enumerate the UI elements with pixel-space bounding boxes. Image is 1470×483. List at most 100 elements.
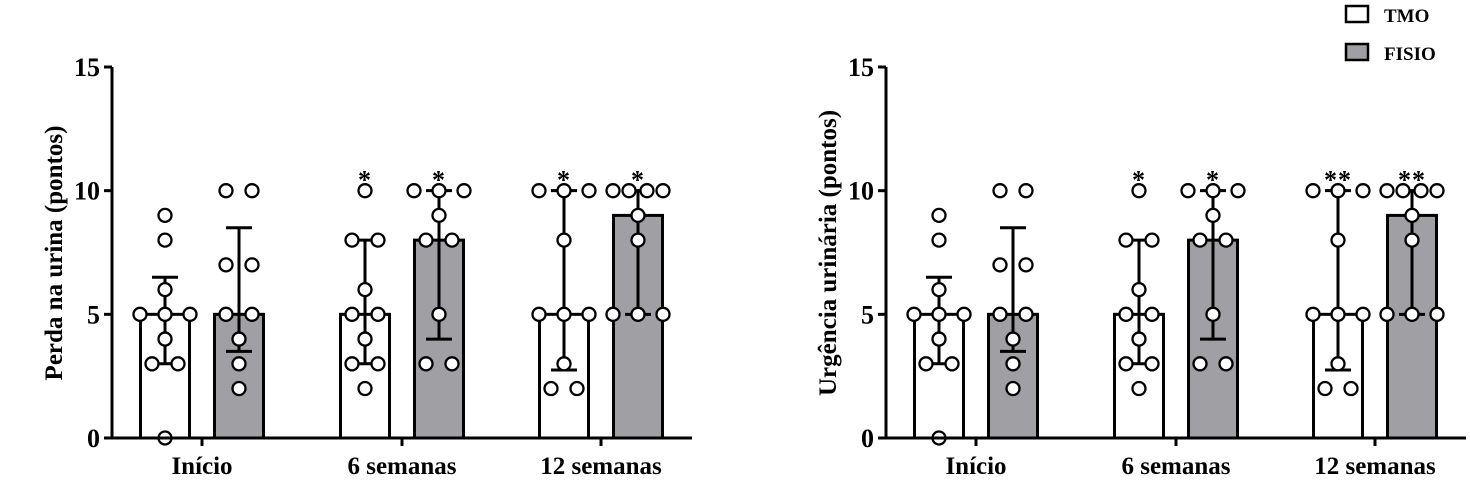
data-point [1317, 380, 1333, 397]
data-point [531, 306, 547, 322]
x-tick-label: 6 semanas [1121, 453, 1230, 480]
data-point [1330, 356, 1346, 372]
data-point [157, 306, 173, 322]
legend: TMO FISIO [1344, 4, 1436, 65]
data-point [1144, 306, 1160, 322]
data-point [1404, 306, 1420, 322]
data-point [244, 183, 260, 199]
y-tick-label: 15 [74, 53, 100, 82]
data-point [992, 183, 1008, 199]
data-point [1144, 356, 1160, 372]
data-point [1005, 356, 1021, 372]
data-point [655, 306, 671, 322]
data-point [1018, 183, 1034, 199]
data-point [1131, 183, 1147, 199]
data-point [370, 306, 386, 322]
data-point [556, 232, 572, 248]
data-point [182, 306, 198, 322]
data-point [906, 306, 922, 322]
data-point [418, 232, 434, 248]
data-point [1330, 306, 1346, 322]
data-point [170, 356, 186, 372]
x-tick-label: Início [171, 453, 232, 480]
data-point [218, 257, 234, 273]
data-point [1131, 281, 1147, 298]
data-point [1192, 356, 1208, 372]
data-point [1180, 183, 1196, 199]
data-point [1404, 207, 1420, 224]
data-point [1131, 380, 1147, 397]
data-point [157, 281, 173, 298]
y-tick-label: 5 [861, 300, 874, 329]
data-point [456, 183, 472, 199]
data-point [344, 232, 360, 248]
data-point [344, 306, 360, 322]
data-point [556, 183, 572, 199]
data-point [1379, 306, 1395, 322]
data-point [244, 257, 260, 273]
significance-marker: * [358, 166, 372, 195]
data-point [1018, 257, 1034, 273]
data-point [992, 306, 1008, 322]
data-point [444, 356, 460, 372]
data-point [357, 183, 373, 199]
data-point [418, 356, 434, 372]
data-point [1395, 183, 1411, 199]
data-point [1218, 232, 1234, 248]
y-axis-label: Perda na urina (pontos) [41, 126, 68, 381]
data-point [639, 183, 655, 199]
data-point [605, 183, 621, 199]
data-point [931, 281, 947, 298]
data-point [1404, 232, 1420, 248]
data-point [370, 232, 386, 248]
significance-marker: * [557, 166, 571, 195]
chart-perda-na-urina: Perda na urina (pontos) * * * * 0 5 10 15 Início… [41, 53, 692, 480]
data-point [157, 232, 173, 248]
data-point [431, 207, 447, 224]
data-point [1330, 232, 1346, 248]
y-axis-label: Urgência urinária (pontos) [815, 110, 842, 396]
data-point [1230, 183, 1246, 199]
significance-marker: * [1132, 166, 1146, 195]
y-tick-label: 10 [848, 177, 874, 206]
data-point [1330, 183, 1346, 199]
data-point [1205, 207, 1221, 224]
data-point [218, 183, 234, 199]
data-point [1018, 306, 1034, 322]
data-point [1218, 356, 1234, 372]
data-point [357, 380, 373, 397]
x-tick-label: Início [945, 453, 1006, 480]
data-point [556, 306, 572, 322]
significance-marker: ** [1324, 166, 1352, 195]
data-point [581, 306, 597, 322]
y-tick-label: 0 [87, 424, 100, 453]
data-point [1005, 380, 1021, 397]
y-tick-label: 15 [848, 53, 874, 82]
data-point [444, 232, 460, 248]
data-point [370, 356, 386, 372]
data-point [344, 356, 360, 372]
data-point [1413, 183, 1429, 199]
legend-label-tmo: TMO [1384, 6, 1429, 27]
data-point [1205, 183, 1221, 199]
data-point [1205, 306, 1221, 322]
data-point [231, 356, 247, 372]
data-point [231, 331, 247, 347]
data-point [1118, 356, 1134, 372]
data-point [1144, 232, 1160, 248]
data-point [543, 380, 559, 397]
legend-label-fisio: FISIO [1384, 44, 1436, 65]
data-point [944, 356, 960, 372]
data-point [992, 257, 1008, 273]
data-point [132, 306, 148, 322]
significance-marker: * [432, 166, 446, 195]
data-point [931, 207, 947, 224]
data-point [357, 331, 373, 347]
y-tick-label: 10 [74, 177, 100, 206]
data-point [218, 306, 234, 322]
data-point [1118, 232, 1134, 248]
data-point [1305, 306, 1321, 322]
legend-swatch-fisio [1344, 42, 1370, 62]
data-point [931, 331, 947, 347]
data-point [144, 356, 160, 372]
